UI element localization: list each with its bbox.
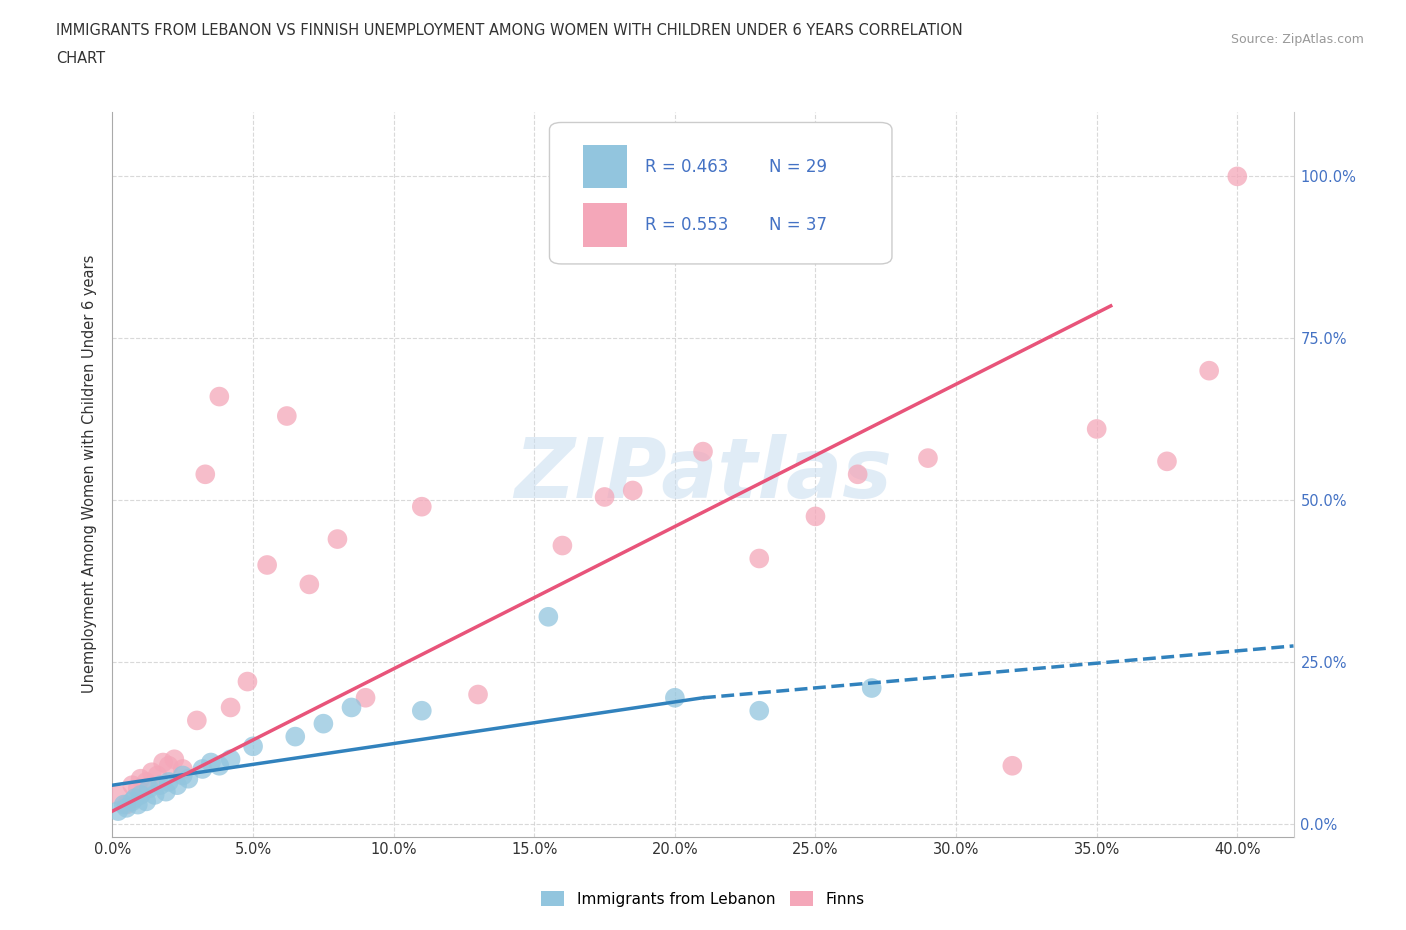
Point [166, 777, 188, 792]
Point [242, 738, 264, 753]
Point [115, 797, 138, 812]
Point [135, 775, 157, 790]
Point [298, 577, 321, 591]
Point [191, 762, 214, 777]
Point [152, 755, 174, 770]
Point [1198, 364, 1220, 379]
FancyBboxPatch shape [582, 204, 627, 246]
Y-axis label: Unemployment Among Women with Children Under 6 years: Unemployment Among Women with Children U… [82, 255, 97, 694]
Text: N = 37: N = 37 [769, 216, 827, 234]
Point [127, 797, 149, 812]
Point [312, 716, 335, 731]
Point [411, 499, 433, 514]
Point [186, 713, 208, 728]
Point [236, 674, 259, 689]
FancyBboxPatch shape [582, 145, 627, 189]
Point [129, 788, 152, 803]
Point [467, 687, 489, 702]
Point [1001, 758, 1024, 773]
Point [208, 389, 231, 404]
Point [1226, 169, 1249, 184]
Point [177, 771, 200, 786]
Point [107, 804, 129, 818]
Text: CHART: CHART [56, 51, 105, 66]
Point [124, 790, 146, 805]
Point [115, 801, 138, 816]
Text: ZIPatlas: ZIPatlas [515, 433, 891, 515]
Point [917, 451, 939, 466]
Point [112, 797, 135, 812]
Point [135, 794, 157, 809]
Point [219, 751, 242, 766]
Point [551, 538, 574, 553]
FancyBboxPatch shape [550, 123, 891, 264]
Point [194, 467, 217, 482]
Point [664, 690, 686, 705]
Point [149, 777, 172, 792]
Point [208, 758, 231, 773]
Point [157, 758, 180, 773]
Point [200, 755, 222, 770]
Point [846, 467, 869, 482]
Point [256, 558, 278, 573]
Point [141, 764, 163, 779]
Point [146, 768, 169, 783]
Legend: Immigrants from Lebanon, Finns: Immigrants from Lebanon, Finns [536, 884, 870, 912]
Point [155, 784, 177, 799]
Point [163, 751, 186, 766]
Point [354, 690, 377, 705]
Point [284, 729, 307, 744]
Point [537, 609, 560, 624]
Point [276, 408, 298, 423]
Point [340, 700, 363, 715]
Point [219, 700, 242, 715]
Text: Source: ZipAtlas.com: Source: ZipAtlas.com [1230, 33, 1364, 46]
Point [748, 551, 770, 566]
Point [1085, 421, 1108, 436]
Point [172, 768, 194, 783]
Point [593, 489, 616, 504]
Point [804, 509, 827, 524]
Point [326, 532, 349, 547]
Point [129, 771, 152, 786]
Text: N = 29: N = 29 [769, 158, 827, 176]
Point [157, 775, 180, 790]
Point [143, 788, 166, 803]
Point [172, 762, 194, 777]
Point [621, 483, 644, 498]
Point [748, 703, 770, 718]
Point [1156, 454, 1178, 469]
Point [121, 794, 143, 809]
Point [138, 781, 160, 796]
Point [860, 681, 883, 696]
Text: R = 0.463: R = 0.463 [645, 158, 728, 176]
Point [127, 781, 149, 796]
Point [692, 445, 714, 459]
Text: R = 0.553: R = 0.553 [645, 216, 728, 234]
Point [121, 777, 143, 792]
Text: IMMIGRANTS FROM LEBANON VS FINNISH UNEMPLOYMENT AMONG WOMEN WITH CHILDREN UNDER : IMMIGRANTS FROM LEBANON VS FINNISH UNEMP… [56, 23, 963, 38]
Point [411, 703, 433, 718]
Point [107, 788, 129, 803]
